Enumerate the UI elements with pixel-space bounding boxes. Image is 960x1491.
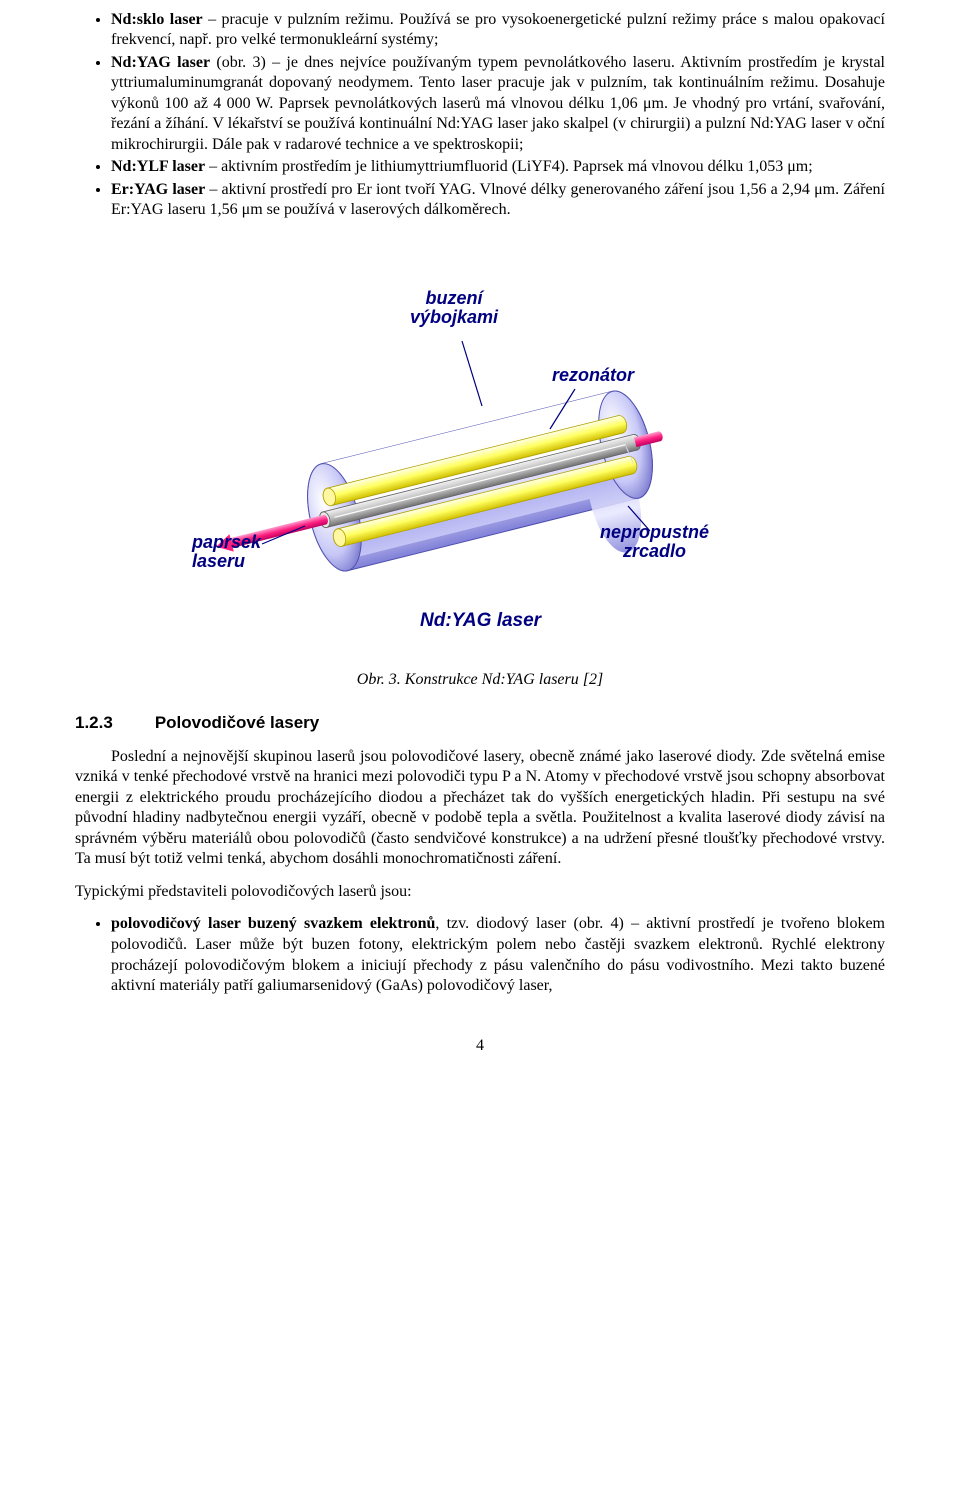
figure-label-zrcadlo: nepropustné zrcadlo	[600, 523, 709, 562]
list-item: Nd:YLF laser – aktivním prostředím je li…	[111, 157, 885, 177]
item-text: – aktivním prostředím je lithiumyttriumf…	[205, 158, 813, 175]
section-number: 1.2.3	[75, 713, 113, 733]
section-heading: 1.2.3 Polovodičové lasery	[75, 713, 885, 733]
paragraph: Typickými představiteli polovodičových l…	[75, 882, 885, 902]
figure-label-buzeni: buzení výbojkami	[410, 289, 498, 328]
list-item: Nd:sklo laser – pracuje v pulzním režimu…	[111, 10, 885, 51]
list-item: Nd:YAG laser (obr. 3) – je dnes nejvíce …	[111, 53, 885, 155]
figure-label-title: Nd:YAG laser	[420, 611, 541, 632]
item-label: Nd:YLF laser	[111, 158, 205, 175]
item-text: – pracuje v pulzním režimu. Používá se p…	[111, 11, 885, 48]
item-label: polovodičový laser buzený svazkem elektr…	[111, 915, 435, 932]
list-item: Er:YAG laser – aktivní prostředí pro Er …	[111, 180, 885, 221]
item-label: Nd:sklo laser	[111, 11, 203, 28]
ndyag-laser-diagram: buzení výbojkami rezonátor paprsek laser…	[200, 281, 760, 641]
semiconductor-laser-list: polovodičový laser buzený svazkem elektr…	[75, 914, 885, 997]
figure-caption: Obr. 3. Konstrukce Nd:YAG laseru [2]	[75, 671, 885, 689]
list-item: polovodičový laser buzený svazkem elektr…	[111, 914, 885, 997]
figure-label-rezonator: rezonátor	[552, 366, 634, 385]
item-label: Nd:YAG laser	[111, 54, 210, 71]
diagram-svg	[200, 281, 760, 641]
figure-label-paprsek: paprsek laseru	[192, 533, 261, 572]
item-text: (obr. 3) – je dnes nejvíce používaným ty…	[111, 54, 885, 153]
laser-types-list: Nd:sklo laser – pracuje v pulzním režimu…	[75, 10, 885, 221]
item-label: Er:YAG laser	[111, 181, 205, 198]
section-title: Polovodičové lasery	[155, 713, 319, 733]
page-number: 4	[75, 1037, 885, 1055]
paragraph: Poslední a nejnovější skupinou laserů js…	[75, 747, 885, 870]
item-text: – aktivní prostředí pro Er iont tvoří YA…	[111, 181, 885, 218]
